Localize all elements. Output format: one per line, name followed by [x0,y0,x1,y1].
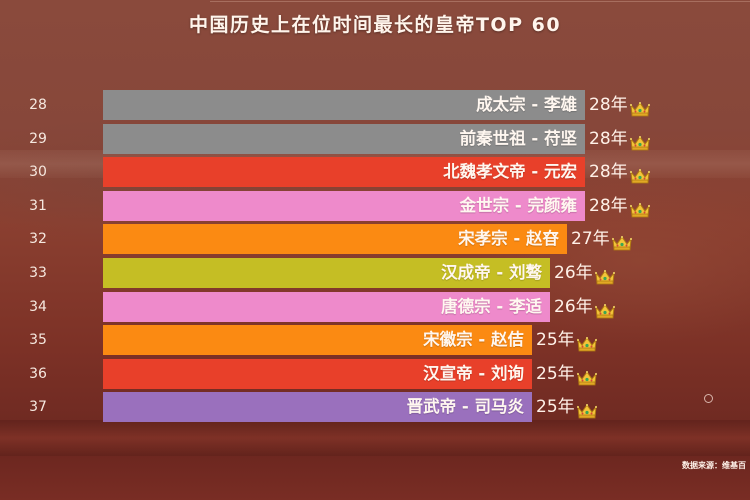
chart-row: 33 汉成帝 - 刘骜 26年 [0,258,750,288]
reign-years-text: 28年 [589,195,628,216]
bar: 汉成帝 - 刘骜 [103,258,550,288]
rank-label: 37 [29,399,47,416]
reign-years-text: 25年 [536,397,575,418]
crown-icon [594,265,615,285]
value-label: 25年 [536,392,597,422]
emperor-name-label: 唐德宗 - 李适 [441,296,542,316]
reign-years-text: 25年 [536,330,575,351]
chart-row: 28 成太宗 - 李雄 28年 [0,90,750,120]
chart-row: 35 宋徽宗 - 赵佶 25年 [0,325,750,356]
bar: 汉宣帝 - 刘询 [103,358,532,389]
value-label: 27年 [571,224,632,254]
reign-years-text: 28年 [589,95,628,115]
reign-years-text: 25年 [536,363,575,384]
crown-icon [611,231,632,251]
rank-label: 32 [29,231,47,248]
value-label: 25年 [536,325,597,355]
reign-years-text: 28年 [589,128,628,149]
bar: 晋武帝 - 司马炎 [103,392,532,423]
rank-label: 29 [29,130,47,147]
crown-icon [576,399,597,419]
data-source-label: 数据来源：维基百 [682,461,746,470]
emperor-name-label: 汉成帝 - 刘骜 [441,263,542,282]
reign-years-text: 26年 [554,296,593,317]
crown-icon [576,332,597,352]
bar: 唐德宗 - 李适 [103,291,550,322]
value-label: 28年 [589,157,650,187]
circle-marker-icon [704,394,713,403]
crown-icon [576,366,597,386]
crown-icon [594,299,615,318]
value-label: 28年 [589,191,650,221]
rank-label: 35 [29,332,47,349]
chart-row: 31 金世宗 - 完颜雍 28年 [0,190,750,221]
emperor-name-label: 宋孝宗 - 赵昚 [458,229,559,249]
bar: 宋孝宗 - 赵昚 [103,224,567,255]
bar: 北魏孝文帝 - 元宏 [103,157,585,188]
rank-label: 31 [29,197,47,214]
value-label: 26年 [554,258,615,288]
chart-row: 34 唐德宗 - 李适 26年 [0,291,750,322]
value-label: 28年 [589,90,650,120]
emperor-name-label: 宋徽宗 - 赵佶 [423,330,524,350]
reign-years-text: 27年 [571,229,610,250]
crown-icon [629,131,650,150]
value-label: 25年 [536,359,597,389]
chart-row: 36 汉宣帝 - 刘询 25年 [0,358,750,389]
emperor-name-label: 北魏孝文帝 - 元宏 [443,162,577,182]
rank-label: 33 [29,265,47,281]
rank-label: 36 [29,365,47,382]
rank-label: 28 [29,97,47,113]
bar: 前秦世祖 - 苻坚 [103,123,585,154]
emperor-name-label: 晋武帝 - 司马炎 [406,397,524,417]
chart-title: 中国历史上在位时间最长的皇帝TOP 60 [188,14,562,36]
bar: 金世宗 - 完颜雍 [103,190,585,221]
background-wall [0,456,750,500]
emperor-name-label: 金世宗 - 完颜雍 [459,195,577,215]
value-label: 26年 [554,292,615,322]
rank-label: 34 [29,298,47,315]
rank-label: 30 [29,164,47,181]
bar: 宋徽宗 - 赵佶 [103,325,532,356]
reign-years-text: 26年 [554,263,593,283]
reign-years-text: 28年 [589,162,628,183]
chart-row: 37 晋武帝 - 司马炎 25年 [0,392,750,423]
emperor-name-label: 成太宗 - 李雄 [476,95,577,114]
chart-row: 30 北魏孝文帝 - 元宏 28年 [0,157,750,188]
chart-row: 32 宋孝宗 - 赵昚 27年 [0,224,750,255]
crown-icon [629,164,650,184]
background-roof [0,420,750,456]
value-label: 28年 [589,124,650,154]
crown-icon [629,97,650,117]
emperor-name-label: 前秦世祖 - 苻坚 [459,128,577,148]
bar: 成太宗 - 李雄 [103,90,585,120]
crown-icon [629,198,650,218]
chart-row: 29 前秦世祖 - 苻坚 28年 [0,123,750,154]
top-divider [210,1,750,2]
emperor-name-label: 汉宣帝 - 刘询 [423,363,524,383]
